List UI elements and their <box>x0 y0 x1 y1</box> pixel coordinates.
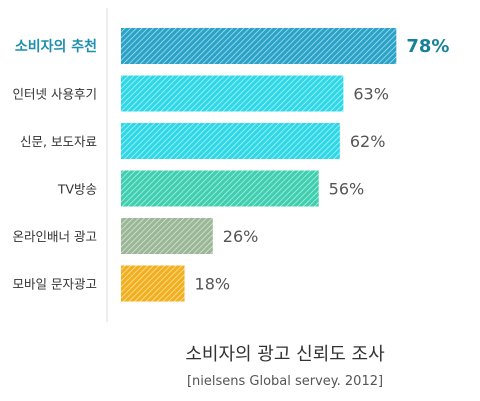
value-labels: 78% 63% 62% 56% 26% 18% <box>195 36 450 294</box>
category-label: 모바일 문자광고 <box>13 277 97 292</box>
value-label: 56% <box>329 180 365 199</box>
category-label: TV방송 <box>57 182 97 197</box>
category-label: 인터넷 사용후기 <box>13 87 97 102</box>
bar <box>121 28 397 64</box>
category-label: 신문, 보도자료 <box>20 134 97 149</box>
chart-title: 소비자의 광고 신뢰도 조사 <box>185 344 385 365</box>
value-label: 78% <box>406 36 449 57</box>
bar <box>121 265 185 302</box>
bars-group <box>121 28 397 302</box>
chart-subtitle: [nielsens Global servey. 2012] <box>187 374 383 389</box>
value-label: 62% <box>350 132 386 151</box>
bar <box>121 170 319 207</box>
category-label: 소비자의 추천 <box>15 38 97 55</box>
bar <box>121 218 213 254</box>
value-label: 18% <box>195 275 231 294</box>
value-label: 63% <box>353 85 389 104</box>
bar <box>121 75 344 112</box>
value-label: 26% <box>223 227 259 246</box>
category-label: 온라인배너 광고 <box>13 229 97 244</box>
bar <box>121 123 340 159</box>
